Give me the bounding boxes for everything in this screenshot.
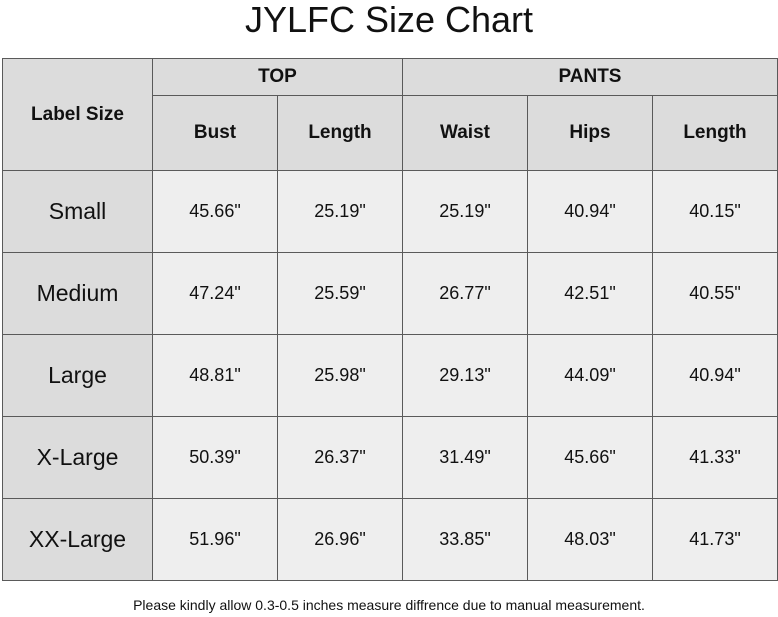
group-header: TOP — [152, 58, 403, 96]
column-header: Hips — [527, 95, 653, 171]
measurement: 26.77" — [402, 252, 528, 335]
header-row: Bust Length Waist Hips Length — [3, 95, 778, 171]
measurement: 41.33" — [652, 416, 778, 499]
measurement: 48.81" — [152, 334, 278, 417]
measurement: 42.51" — [527, 252, 653, 335]
size-label: XX-Large — [2, 498, 153, 581]
header-row: Label Size TOP PANTS — [2, 58, 778, 171]
column-header: Length — [277, 95, 403, 171]
measurement: 25.98" — [277, 334, 403, 417]
column-header: Bust — [152, 95, 278, 171]
measurement: 40.15" — [652, 170, 778, 253]
column-header: Length — [652, 95, 778, 171]
size-row: Medium 47.24" 25.59" 26.77" 42.51" 40.55" — [2, 252, 778, 335]
measurement: 25.19" — [402, 170, 528, 253]
measurement: 47.24" — [152, 252, 278, 335]
size-row: Large 48.81" 25.98" 29.13" 44.09" 40.94" — [2, 334, 778, 417]
measurement: 26.96" — [277, 498, 403, 581]
table-body: Label Size TOP PANTS Bust Length Waist Hips Len… — [2, 58, 778, 581]
size-row: Small 45.66" 25.19" 25.19" 40.94" 40.15" — [2, 170, 778, 253]
label-header: Label Size — [2, 58, 153, 171]
measurement: 51.96" — [152, 498, 278, 581]
measurement: 48.03" — [527, 498, 653, 581]
measurement: 29.13" — [402, 334, 528, 417]
measurement: 41.73" — [652, 498, 778, 581]
title: JYLFC Size Chart — [244, 0, 534, 40]
group-header: PANTS — [402, 58, 778, 96]
footer-note: Please kindly allow 0.3-0.5 inches measu… — [133, 597, 645, 613]
size-label: Small — [2, 170, 153, 253]
column-header: Waist — [402, 95, 528, 171]
measurement: 40.94" — [527, 170, 653, 253]
measurement: 25.59" — [277, 252, 403, 335]
size-label: X-Large — [2, 416, 153, 499]
size-table: Label Size TOP PANTS Bust Length Waist Hips Len… — [2, 58, 778, 581]
size-label: Large — [2, 334, 153, 417]
measurement: 40.55" — [652, 252, 778, 335]
measurement: 44.09" — [527, 334, 653, 417]
measurement: 26.37" — [277, 416, 403, 499]
size-row: X-Large 50.39" 26.37" 31.49" 45.66" 41.33" — [2, 416, 778, 499]
measurement: 45.66" — [152, 170, 278, 253]
measurement: 40.94" — [652, 334, 778, 417]
size-label: Medium — [2, 252, 153, 335]
measurement: 31.49" — [402, 416, 528, 499]
measurement: 50.39" — [152, 416, 278, 499]
measurement: 25.19" — [277, 170, 403, 253]
measurement: 45.66" — [527, 416, 653, 499]
size-row: XX-Large 51.96" 26.96" 33.85" 48.03" 41.73" — [2, 498, 778, 581]
measurement: 33.85" — [402, 498, 528, 581]
